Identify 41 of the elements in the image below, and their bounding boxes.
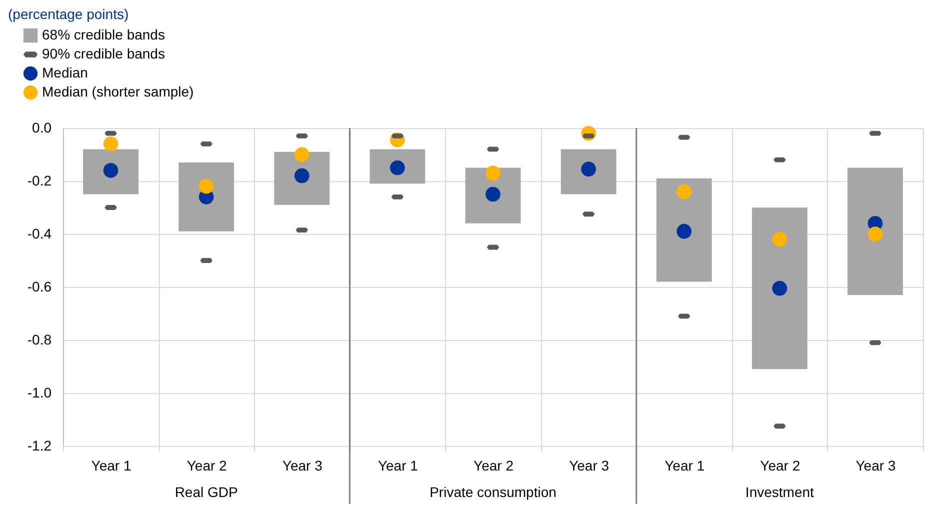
point — [294, 147, 310, 162]
text: Private consumption — [430, 484, 556, 500]
bar — [178, 162, 234, 232]
bar — [274, 152, 330, 205]
x-tick-label: Year 1 — [378, 458, 418, 474]
bar — [848, 168, 903, 295]
x-tick-label: Year 2 — [760, 458, 800, 474]
text: Real GDP — [174, 484, 238, 500]
x-tick-label: Year 2 — [186, 458, 228, 474]
y-tick-label: -0.4 — [27, 226, 52, 242]
legend-label: Median — [42, 64, 88, 80]
bar — [560, 149, 616, 194]
x-tick-label: Year 1 — [91, 458, 132, 474]
y-tick-label: -0.8 — [27, 332, 52, 348]
legend-label: 68% credible bands — [42, 26, 165, 42]
x-tick-label: Year 2 — [474, 458, 514, 474]
point — [676, 184, 692, 199]
point — [772, 280, 788, 296]
y-tick-label: -1.2 — [27, 438, 52, 454]
text: Investment — [745, 484, 814, 500]
bar — [656, 178, 712, 282]
x-tick-label: Year 3 — [856, 458, 896, 474]
x-tick-label: Year 1 — [664, 458, 705, 474]
point — [676, 224, 692, 239]
bar — [370, 149, 426, 184]
legend-label: Median (shorter sample) — [42, 84, 194, 100]
point — [103, 136, 118, 152]
legend-label: 90% credible bands — [42, 46, 165, 62]
point — [198, 178, 214, 194]
y-tick-label: -0.2 — [27, 172, 52, 188]
y-tick-label: -0.6 — [27, 278, 52, 294]
x-tick-label: Year 3 — [282, 458, 323, 474]
bar — [83, 149, 138, 194]
bar — [752, 208, 808, 370]
x-tick-label: Year 3 — [569, 458, 610, 474]
point — [486, 166, 500, 180]
y-tick-label: -1.0 — [27, 384, 52, 400]
point — [868, 226, 883, 242]
y-tick-label: 0.0 — [32, 120, 52, 136]
chart-title: (percentage points) — [8, 6, 129, 22]
point — [772, 232, 788, 247]
